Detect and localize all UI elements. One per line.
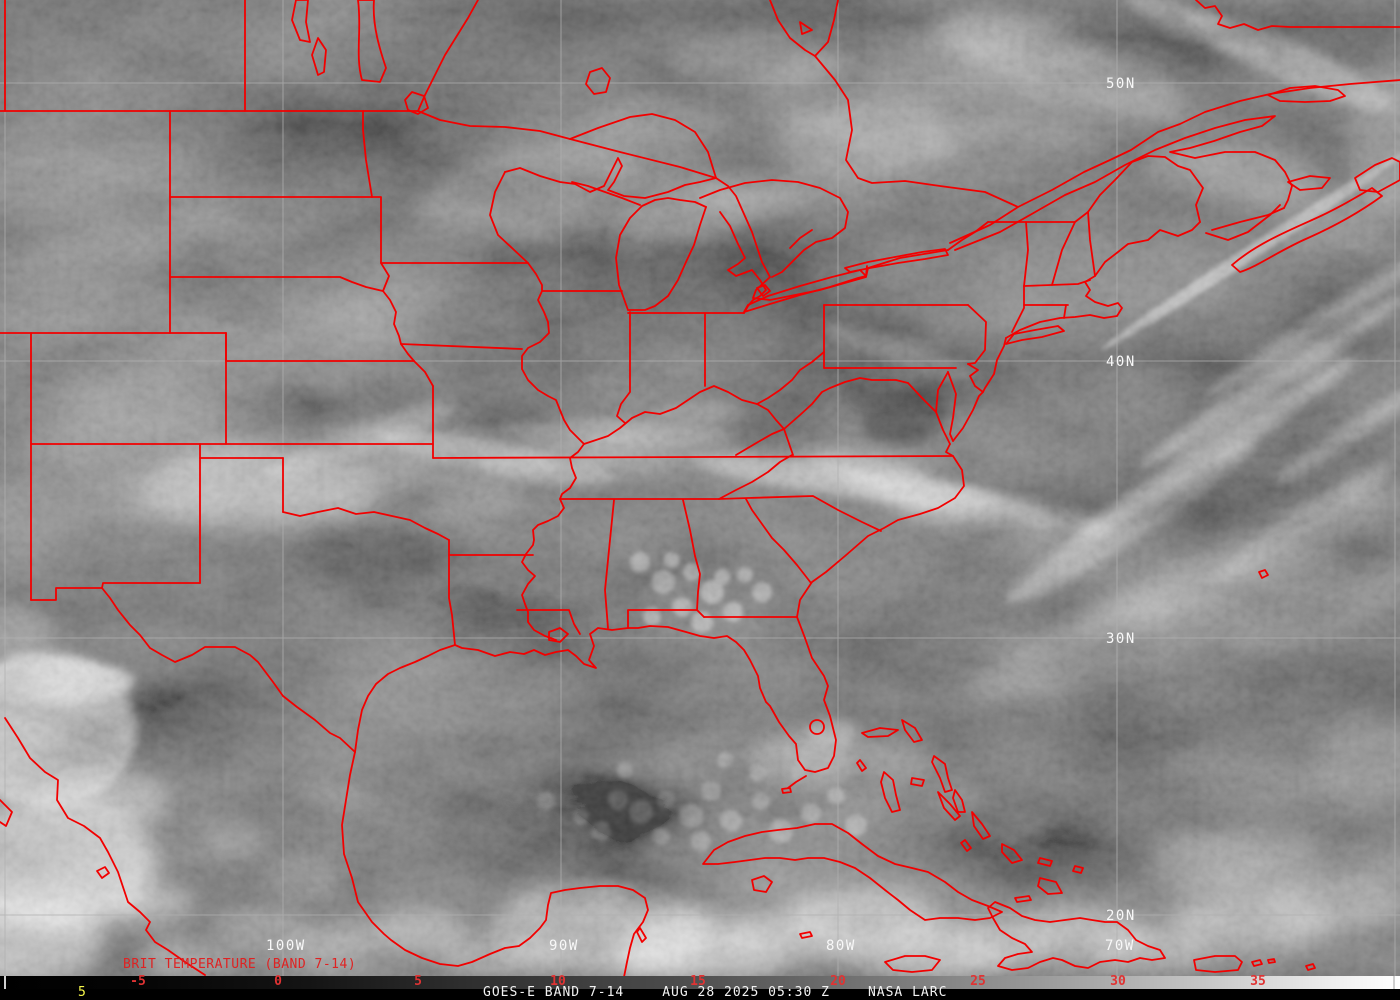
latitude-label: 50N bbox=[1106, 76, 1136, 92]
latitude-label: 40N bbox=[1106, 354, 1136, 370]
colorbar-tick-label: 5 bbox=[414, 974, 422, 989]
boundary-lines-canada bbox=[0, 0, 1400, 301]
colorbar-tick-label: 35 bbox=[1250, 974, 1266, 989]
satellite-band-label: GOES-E BAND 7-14 bbox=[483, 985, 625, 1000]
agency-label: NASA LARC bbox=[867, 985, 948, 1000]
colorbar-right-tick bbox=[1393, 976, 1395, 989]
colorbar-tick-label: 30 bbox=[1110, 974, 1126, 989]
colorbar-tick-label: 10 bbox=[550, 974, 566, 989]
status-bar: 5 GOES-E BAND 7-14 AUG 28 2025 05:30 Z NAS… bbox=[0, 985, 1400, 1000]
longitude-label: 70W bbox=[1105, 938, 1135, 954]
latitude-label: 30N bbox=[1106, 631, 1136, 647]
frame-number: 5 bbox=[78, 985, 86, 1000]
colorbar-tick-label: 0 bbox=[274, 974, 282, 989]
colorbar-tick-label: 20 bbox=[830, 974, 846, 989]
longitude-label: 90W bbox=[549, 938, 579, 954]
fine-grain-texture bbox=[0, 0, 1400, 976]
latitude-label: 20N bbox=[1106, 908, 1136, 924]
grid-labels: 50N 40N 30N 20N 100W 90W 80W 70W bbox=[266, 76, 1136, 954]
boundary-lines-mexico-caribbean bbox=[0, 569, 1316, 978]
colorbar-tick-label: 15 bbox=[690, 974, 706, 989]
longitude-label: 100W bbox=[266, 938, 306, 954]
image-caption: GOES-E BAND 7-14 AUG 28 2025 05:30 Z NASA … bbox=[483, 985, 948, 1000]
product-title: BRIT TEMPERATURE (BAND 7-14) bbox=[123, 957, 356, 972]
colorbar-tick-label: -5 bbox=[130, 974, 146, 989]
datetime-label: AUG 28 2025 05:30 Z bbox=[662, 985, 830, 1000]
boundary-lines-us bbox=[0, 110, 1201, 794]
colorbar-tick-label: 25 bbox=[970, 974, 986, 989]
longitude-label: 80W bbox=[826, 938, 856, 954]
brightness-temperature-colorbar: -5 0 5 10 15 20 25 30 35 bbox=[0, 974, 1400, 989]
latlon-gridlines bbox=[0, 0, 1400, 976]
colorbar-left-tick bbox=[4, 976, 6, 989]
